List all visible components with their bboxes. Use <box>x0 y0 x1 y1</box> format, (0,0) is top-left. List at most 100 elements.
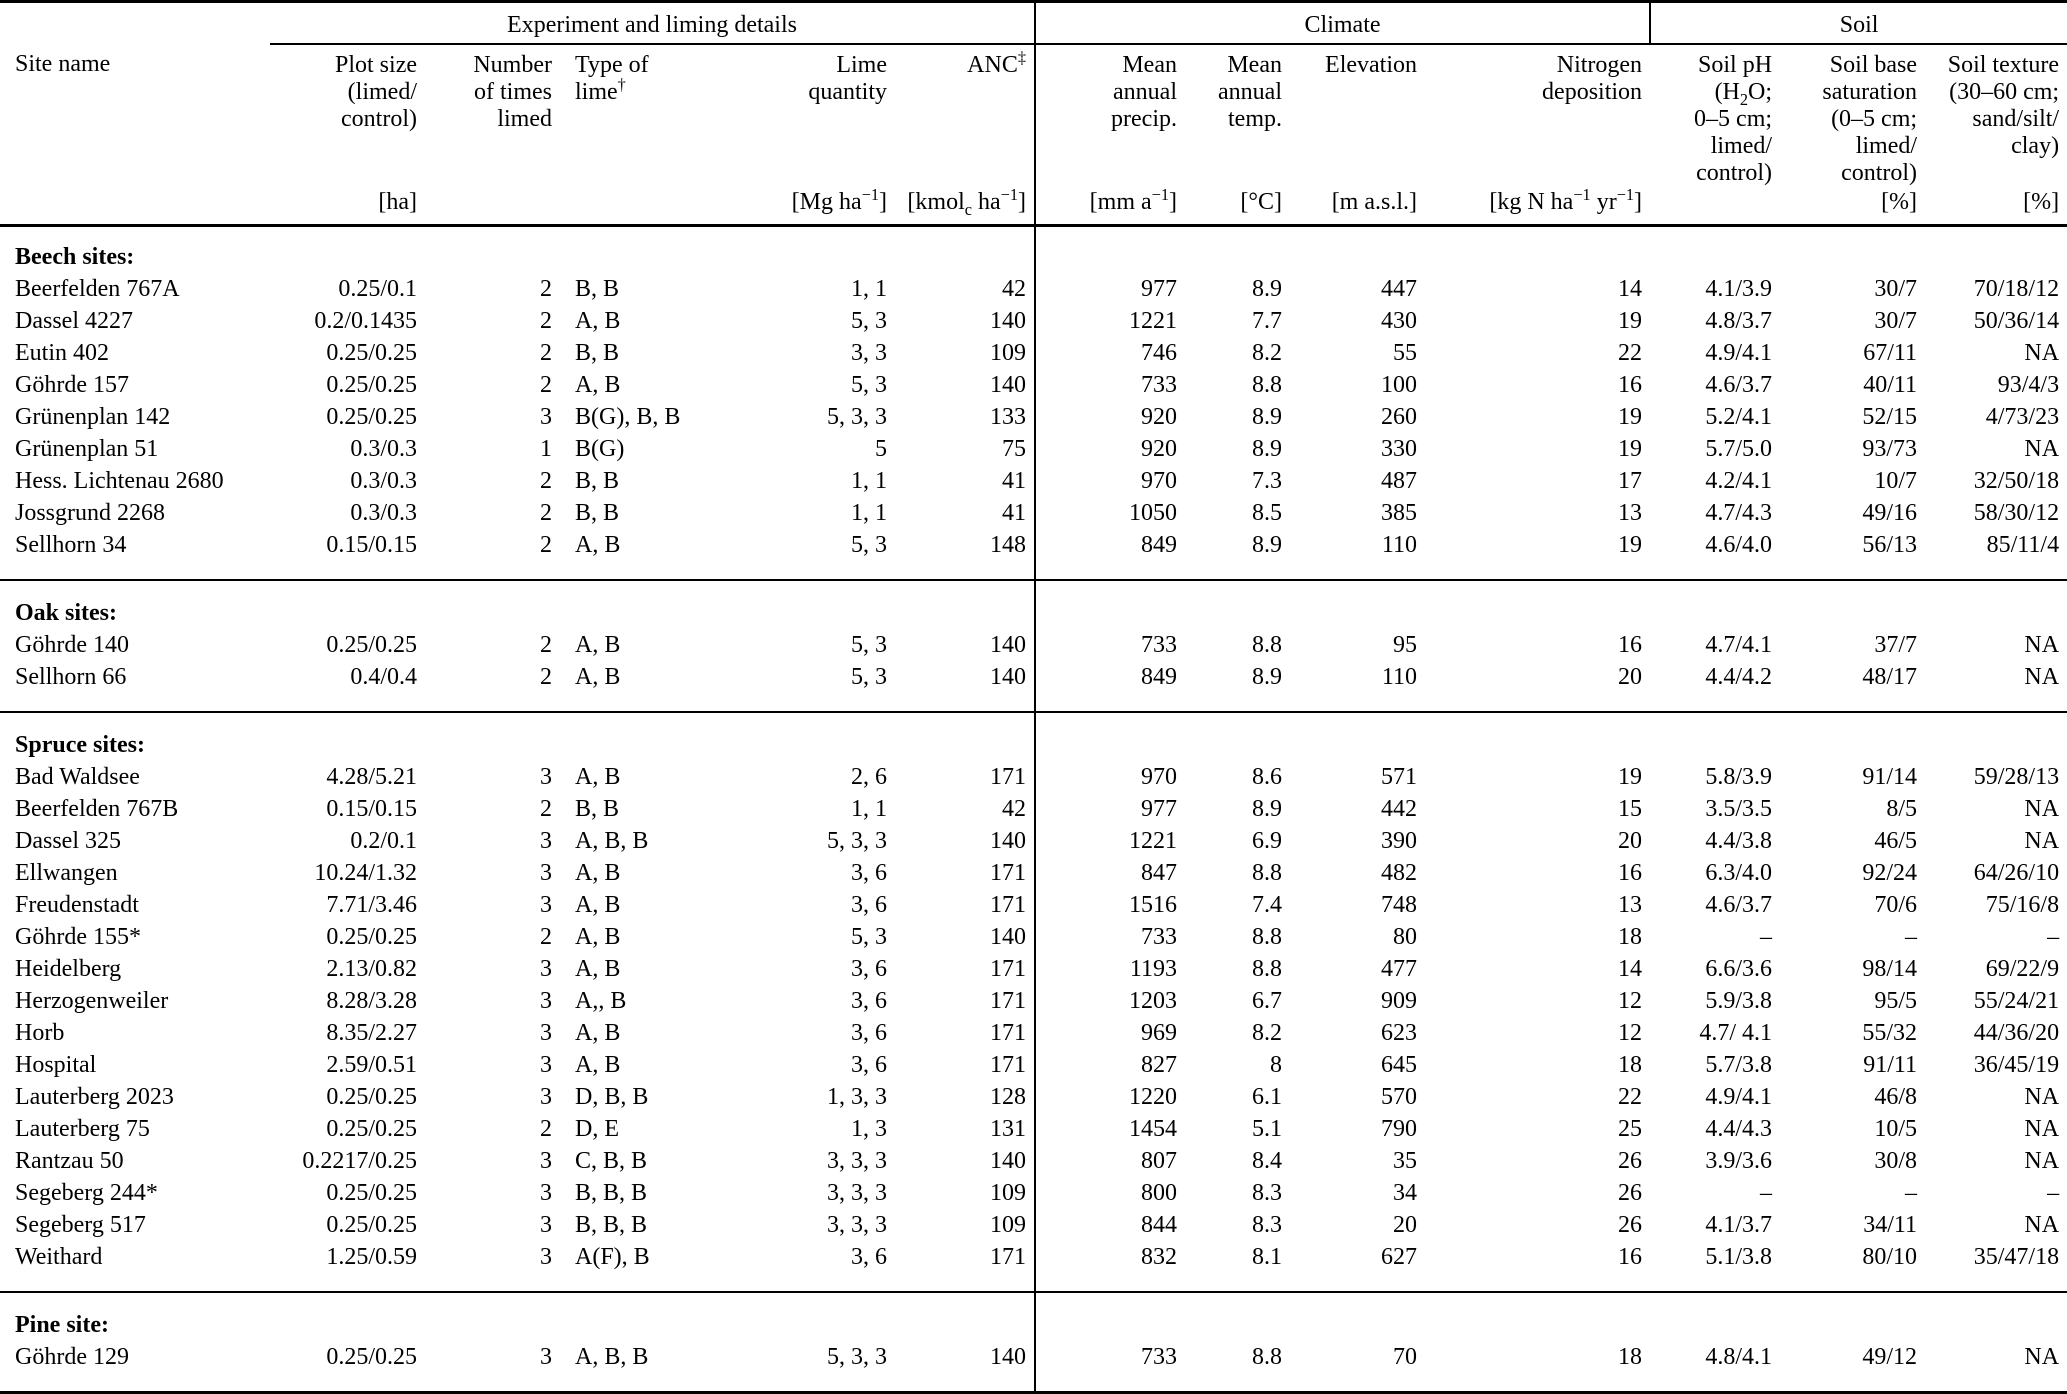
data-cell: 8.8 <box>1252 860 1282 886</box>
col-header-temp: Mean annual temp. <box>1218 52 1282 132</box>
site-name-cell: Horb <box>15 1020 65 1046</box>
table-row: Herzogenweiler 8.28/3.28 3 A,, B 3, 6 171 1203… <box>0 985 2067 1017</box>
data-cell: 2.13/0.82 <box>326 956 417 982</box>
data-cell: 64/26/10 <box>1973 860 2060 886</box>
data-cell: C, B, B <box>575 1148 648 1174</box>
empty-cell <box>425 226 560 274</box>
data-cell: 1, 1 <box>851 500 887 526</box>
data-cell: 15 <box>1618 796 1643 822</box>
unit-base_saturation: [%] <box>1780 187 1926 227</box>
section-label-row: Oak sites: <box>0 579 2067 629</box>
site-name-cell: Lauterberg 2023 <box>15 1084 174 1110</box>
col-header-lime_quantity: Lime quantity <box>808 52 887 105</box>
col-header-soil_ph: Soil pH (H2O; 0–5 cm; limed/ control) <box>1694 52 1773 186</box>
data-cell: 1, 3, 3 <box>827 1084 887 1110</box>
section-label: Beech sites: <box>15 244 135 270</box>
data-cell: 733 <box>1034 629 1185 661</box>
data-cell: 0.2217/0.25 <box>302 1148 417 1174</box>
unit-anc: [kmolc ha−1] <box>895 186 1035 227</box>
data-cell: 32/50/18 <box>1973 468 2060 494</box>
table-row: Göhrde 157 0.25/0.25 2 A, B 5, 3 140 733 8.8 100… <box>0 369 2067 401</box>
data-cell: 37/7 <box>1874 632 1918 658</box>
data-cell: 4.9/4.1 <box>1705 340 1773 366</box>
data-cell: 0.25/0.25 <box>326 1084 417 1110</box>
data-cell: 7.71/3.46 <box>326 892 417 918</box>
data-cell: 5, 3 <box>851 308 887 334</box>
data-cell: 140 <box>990 924 1026 950</box>
data-cell: D, E <box>575 1116 619 1142</box>
site-name-cell: Hospital <box>15 1052 97 1078</box>
data-cell: 5.7/5.0 <box>1705 436 1773 462</box>
data-cell: – <box>1760 1180 1773 1206</box>
unit-plot_size: [ha] <box>270 187 425 227</box>
site-name-cell: Bad Waldsee <box>15 764 140 790</box>
data-cell: 34/11 <box>1863 1212 1918 1238</box>
section-label-row: Pine site: <box>0 1291 2067 1341</box>
data-cell: 30/8 <box>1874 1148 1918 1174</box>
data-cell: 10/5 <box>1874 1116 1918 1142</box>
data-cell: 4.7/ 4.1 <box>1699 1020 1773 1046</box>
unit-temp: [°C] <box>1185 187 1290 227</box>
data-cell: 1 <box>540 436 552 462</box>
data-cell: A, B <box>575 532 621 558</box>
data-cell: 3, 6 <box>851 988 887 1014</box>
data-cell: 571 <box>1381 764 1417 790</box>
unit-site <box>0 187 270 227</box>
data-cell: 3 <box>540 404 552 430</box>
group-header-spacer <box>0 2 270 45</box>
data-cell: A, B <box>575 632 621 658</box>
data-cell: 5, 3, 3 <box>827 404 887 430</box>
data-cell: 4/73/23 <box>1985 404 2060 430</box>
site-name-cell: Göhrde 157 <box>15 372 129 398</box>
data-cell: 171 <box>990 1244 1026 1270</box>
group-header-row: Experiment and liming details Climate So… <box>0 1 2067 45</box>
data-cell: 4.6/4.0 <box>1705 532 1773 558</box>
data-cell: 26 <box>1618 1212 1643 1238</box>
data-cell: 4.7/4.3 <box>1705 500 1773 526</box>
data-cell: 4.8/3.7 <box>1705 308 1773 334</box>
data-cell: 5, 3 <box>851 664 887 690</box>
site-name-cell: Freudenstadt <box>15 892 139 918</box>
data-cell: 49/12 <box>1862 1344 1918 1370</box>
data-cell: 8.3 <box>1252 1212 1282 1238</box>
data-cell: 4.28/5.21 <box>326 764 417 790</box>
data-cell: 1, 1 <box>851 796 887 822</box>
data-cell: 41 <box>1002 500 1026 526</box>
data-cell: 977 <box>1034 273 1185 305</box>
data-cell: 0.2/0.1 <box>350 828 417 854</box>
data-cell: 140 <box>990 828 1026 854</box>
empty-cell <box>1925 579 2067 629</box>
unit-elevation: [m a.s.l.] <box>1290 187 1425 227</box>
data-cell: A, B <box>575 1020 621 1046</box>
data-cell: 75 <box>1002 436 1026 462</box>
data-cell: 171 <box>990 860 1026 886</box>
data-cell: B, B <box>575 500 620 526</box>
data-cell: 128 <box>990 1084 1026 1110</box>
data-cell: 19 <box>1618 436 1643 462</box>
data-cell: 0.25/0.25 <box>326 632 417 658</box>
table-row: Segeberg 517 0.25/0.25 3 B, B, B 3, 3, 3 109 8… <box>0 1209 2067 1241</box>
unit-times_limed <box>425 187 560 227</box>
data-cell: 8.9 <box>1252 404 1282 430</box>
data-cell: 19 <box>1618 764 1643 790</box>
data-cell: 171 <box>990 1052 1026 1078</box>
empty-cell <box>270 579 425 629</box>
empty-cell <box>1425 711 1651 761</box>
data-cell: 49/16 <box>1862 500 1918 526</box>
group-header-experiment: Experiment and liming details <box>270 1 1035 45</box>
data-cell: 0.25/0.25 <box>326 404 417 430</box>
data-cell: 6.3/4.0 <box>1705 860 1773 886</box>
data-cell: 36/45/19 <box>1973 1052 2060 1078</box>
site-name-cell: Beerfelden 767A <box>15 276 180 302</box>
data-cell: A, B <box>575 308 621 334</box>
site-name-cell: Eutin 402 <box>15 340 109 366</box>
data-cell: NA <box>2024 1084 2060 1110</box>
site-name-cell: Herzogenweiler <box>15 988 169 1014</box>
table-row: Weithard 1.25/0.59 3 A(F), B 3, 6 171 832 8.1 62… <box>0 1241 2067 1292</box>
data-cell: B(G), B, B <box>575 404 681 430</box>
empty-cell <box>1185 226 1290 274</box>
data-cell: A, B, B <box>575 828 649 854</box>
data-cell: 93/73 <box>1862 436 1918 462</box>
data-cell: – <box>1905 924 1918 950</box>
data-cell: 30/7 <box>1874 276 1918 302</box>
